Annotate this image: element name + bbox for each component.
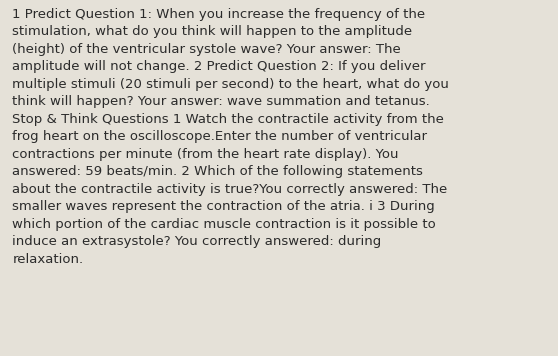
Text: 1 Predict Question 1: When you increase the frequency of the
stimulation, what d: 1 Predict Question 1: When you increase …: [12, 8, 449, 266]
